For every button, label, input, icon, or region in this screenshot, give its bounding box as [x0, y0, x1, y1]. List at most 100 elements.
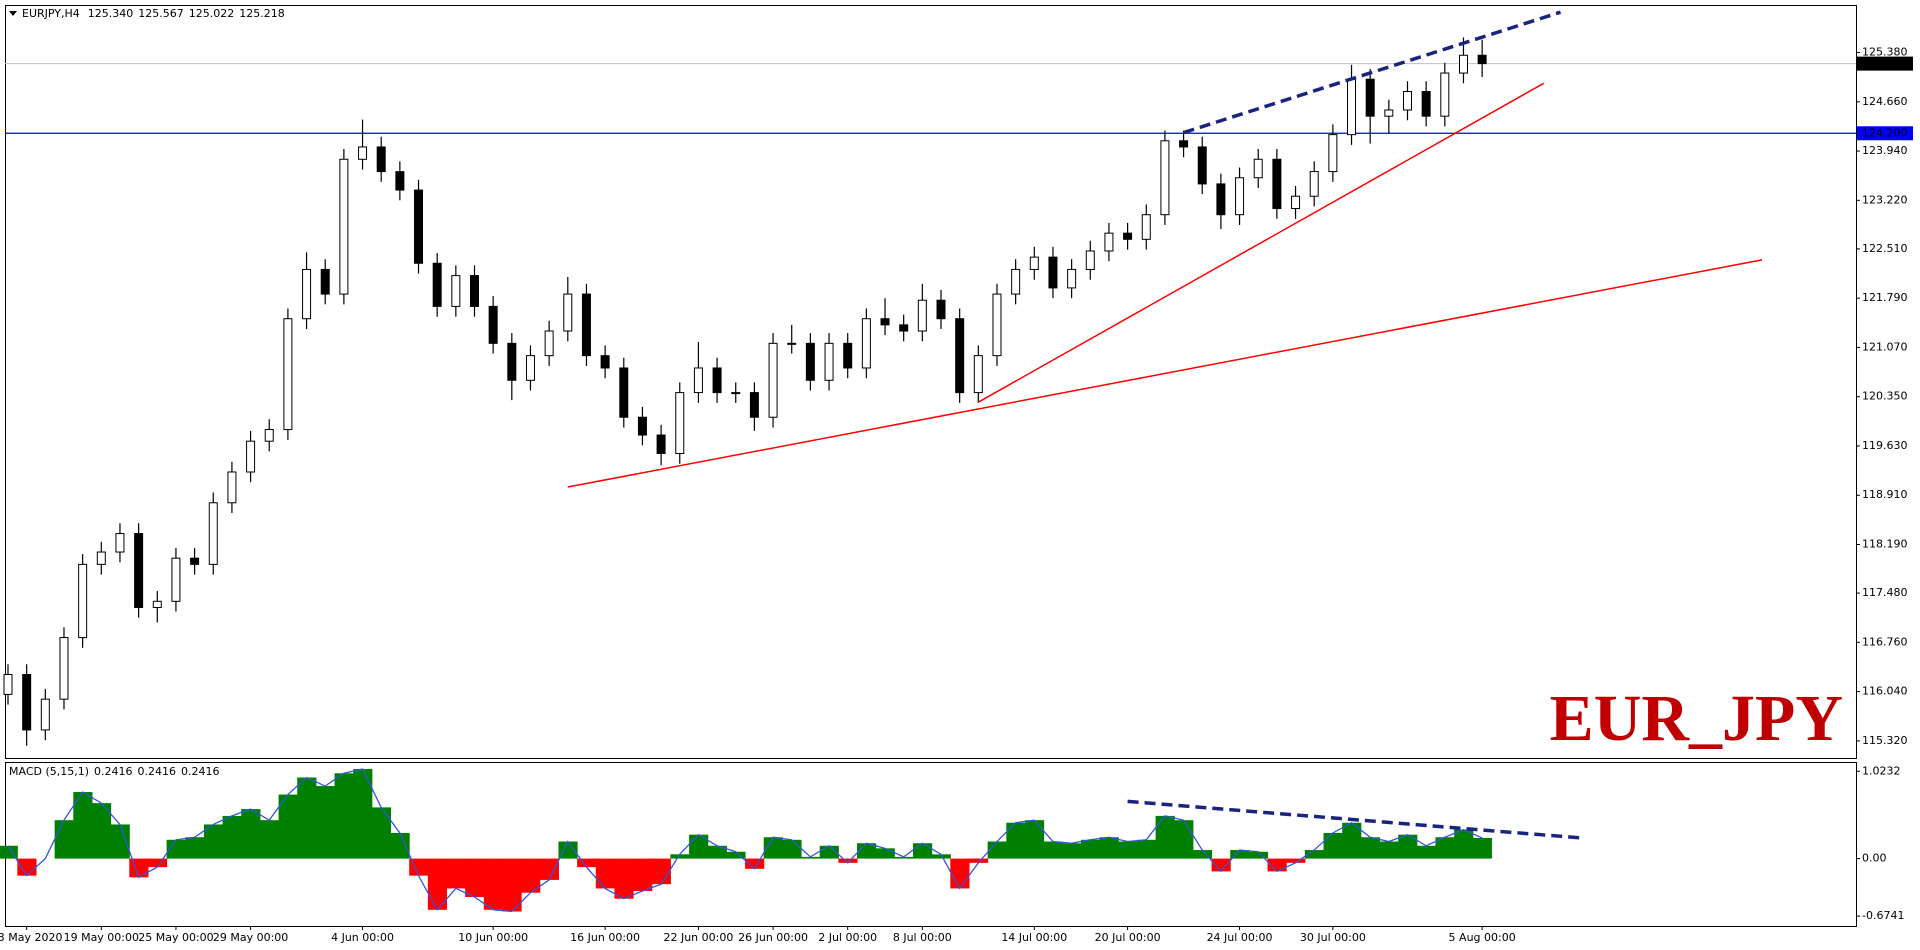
macd-bar	[633, 858, 653, 892]
macd-bar	[278, 794, 298, 859]
macd-bar	[987, 841, 1007, 859]
x-tick-label: 20 Jul 00:00	[1095, 931, 1161, 944]
macd-bar	[427, 858, 448, 910]
macd-bar	[1192, 850, 1213, 859]
level-tag	[1857, 126, 1913, 141]
macd-value: 0.2416	[138, 765, 177, 778]
macd-bar	[1323, 832, 1343, 859]
x-tick-label: 25 May 00:00	[138, 931, 213, 944]
macd-bar	[707, 845, 727, 859]
price-header: EURJPY,H4 125.340 125.567 125.022 125.218	[22, 7, 285, 20]
candle-body	[693, 367, 703, 394]
x-tick-label: 5 Aug 00:00	[1449, 931, 1516, 944]
candle-body	[1179, 140, 1189, 148]
macd-bar	[521, 858, 541, 893]
macd-bar	[1006, 822, 1026, 859]
candle-body	[1197, 146, 1207, 185]
candle-body	[544, 330, 554, 357]
candle-body	[283, 318, 293, 431]
macd-bar	[185, 837, 205, 859]
candle-body	[805, 342, 815, 381]
candle-body	[1104, 232, 1114, 252]
x-tick-label: 16 Jun 00:00	[570, 931, 640, 944]
y-tick-label: 0.00	[1862, 852, 1887, 865]
macd-bar	[595, 858, 615, 889]
trendline	[567, 259, 1763, 488]
collapse-icon[interactable]	[9, 11, 17, 16]
macd-value: 0.2416	[94, 765, 133, 778]
macd-bar	[54, 820, 74, 859]
candle-body	[414, 189, 424, 264]
macd-bar	[1248, 851, 1269, 859]
candle-body	[96, 551, 106, 565]
macd-bar	[483, 858, 503, 910]
macd-bar	[1398, 834, 1418, 859]
candle-body	[40, 698, 50, 731]
y-tick-label: 118.910	[1862, 488, 1908, 501]
macd-bar	[1155, 815, 1175, 859]
y-tick-label: 121.070	[1862, 340, 1908, 353]
candle-body	[563, 293, 573, 332]
candle-body	[302, 268, 312, 320]
candle-body	[1160, 140, 1170, 216]
x-tick-label: 24 Jul 00:00	[1207, 931, 1273, 944]
candle-body	[507, 342, 517, 381]
candle-body	[470, 275, 479, 307]
x-tick-label: 14 Jul 00:00	[1001, 931, 1067, 944]
macd-bar	[875, 848, 895, 859]
y-tick-label: 123.940	[1862, 144, 1908, 157]
candle-body	[712, 367, 722, 394]
macd-bar	[1062, 843, 1082, 859]
candle-body	[488, 305, 498, 344]
candle-body	[917, 299, 927, 332]
candle-body	[768, 342, 778, 418]
candle-body	[134, 533, 144, 608]
candle-body	[880, 318, 890, 326]
y-tick-label: 123.220	[1862, 193, 1908, 206]
y-tick-label: 124.660	[1862, 95, 1908, 108]
macd-line	[7, 768, 1483, 913]
macd-bar	[1080, 839, 1101, 859]
macd-bar	[502, 858, 522, 912]
macd-panel	[5, 762, 1857, 927]
candle-body	[115, 533, 125, 553]
macd-bar	[539, 858, 559, 880]
macd-bar	[651, 858, 671, 885]
macd-bar	[203, 824, 224, 859]
macd-name: MACD (5,15,1)	[9, 765, 89, 778]
macd-bar	[913, 843, 933, 859]
candle-body	[152, 600, 162, 608]
macd-bar	[390, 832, 410, 859]
candle-body	[1421, 91, 1431, 117]
macd-bar	[129, 858, 149, 878]
macd-header: MACD (5,15,1) 0.2416 0.2416 0.2416	[9, 765, 220, 778]
x-tick-label: 2 Jul 00:00	[818, 931, 877, 944]
candle-body	[955, 318, 965, 394]
macd-bar	[1230, 850, 1250, 859]
macd-bar	[222, 815, 242, 859]
macd-bar	[1099, 837, 1119, 859]
macd-bar	[894, 856, 914, 859]
candle-body	[1141, 214, 1151, 240]
candle-body	[1458, 54, 1468, 74]
macd-bar	[110, 824, 130, 859]
price-tag	[1857, 56, 1913, 71]
candle-body	[525, 355, 535, 381]
candle-body	[3, 674, 13, 695]
candle-body	[861, 318, 871, 369]
macd-bar	[446, 858, 466, 889]
y-tick-label: 116.760	[1862, 635, 1908, 648]
macd-bar	[670, 854, 690, 859]
macd-bar	[1043, 841, 1063, 859]
candle-body	[1328, 134, 1338, 173]
macd-bar	[1024, 820, 1045, 859]
macd-bar	[745, 858, 765, 869]
candle-body	[1011, 268, 1021, 295]
y-tick-label: 115.320	[1862, 734, 1908, 747]
candle-body	[600, 355, 610, 369]
macd-bar	[73, 792, 93, 859]
macd-bar	[1118, 841, 1138, 859]
candle-body	[637, 416, 647, 436]
